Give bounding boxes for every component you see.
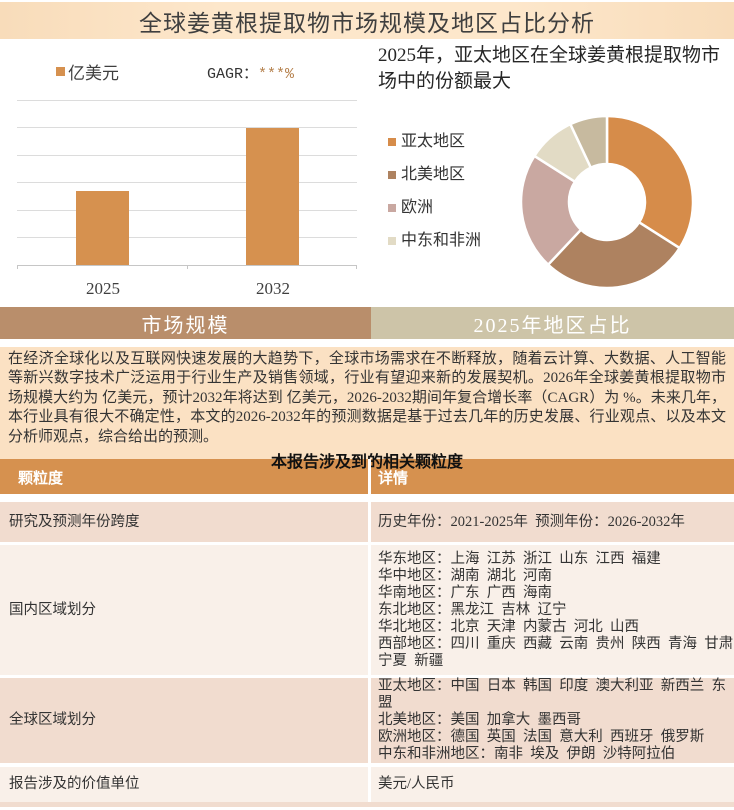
legend-item-north-america: 北美地区: [388, 166, 496, 184]
table-header-row: 颗粒度 详情: [0, 459, 734, 494]
table-title: 本报告涉及到的相关颗粒度: [270, 454, 463, 472]
donut-slice: [605, 114, 695, 250]
tab-market-size[interactable]: 市场规模: [0, 307, 371, 339]
legend-swatch-icon: [388, 204, 396, 212]
charts-section: 亿美元 GAGR：***% 2025 2032 2025年，亚太地区在全球姜黄根…: [0, 39, 734, 307]
cell-detail: 历史年份：2021-2025年 预测年份：2026-2032年: [378, 513, 685, 530]
gridline: [17, 210, 357, 211]
header-detail: 详情: [368, 459, 734, 494]
donut-chart-panel: 2025年，亚太地区在全球姜黄根提取物市场中的份额最大 亚太地区 北美地区 欧洲…: [370, 39, 734, 307]
donut-chart-title: 2025年，亚太地区在全球姜黄根提取物市场中的份额最大: [378, 45, 721, 92]
legend-swatch-icon: [388, 171, 396, 179]
cell-detail: 美元/人民币: [378, 776, 455, 792]
legend-swatch-icon: [388, 138, 396, 146]
legend-label: 亚太地区: [401, 133, 466, 150]
donut-slice: [546, 221, 681, 290]
table-row: 报告涉及的价值单位 美元/人民币: [0, 767, 734, 802]
title-bar: 全球姜黄根提取物市场规模及地区占比分析: [0, 2, 734, 39]
x-axis-tick: [17, 265, 18, 269]
cagr-annotation: GAGR：***%: [207, 62, 294, 83]
gridline: [17, 100, 357, 101]
x-axis-tick: [356, 265, 357, 269]
donut-slice: [519, 154, 583, 266]
gridline: [17, 127, 357, 128]
bar-chart: 亿美元 GAGR：***% 2025 2032: [0, 39, 370, 307]
cagr-masked-value: ***%: [258, 66, 295, 83]
cell-granularity: 报告涉及的价值单位: [9, 776, 140, 792]
legend-swatch-icon: [388, 237, 396, 245]
gridline: [17, 237, 357, 238]
legend-label: 中东和非洲: [401, 232, 482, 249]
legend-label: 欧洲: [401, 199, 434, 216]
x-axis-tick: [187, 265, 188, 269]
cell-granularity: 研究及预测年份跨度: [9, 513, 140, 530]
x-label-2032: 2032: [256, 279, 290, 298]
report-paragraph: 在经济全球化以及互联网快速发展的大趋势下，全球市场需求在不断释放，随着云计算、大…: [8, 351, 726, 445]
legend-item-mea: 中东和非洲: [388, 232, 496, 250]
table-row: 研究及预测年份跨度 历史年份：2021-2025年 预测年份：2026-2032…: [0, 502, 734, 542]
tab-regional-share[interactable]: 2025年地区占比: [371, 307, 734, 339]
report-summary-block: 在经济全球化以及互联网快速发展的大趋势下，全球市场需求在不断释放，随着云计算、大…: [0, 347, 734, 471]
bar-2025: [76, 191, 129, 265]
x-label-2025: 2025: [86, 279, 120, 298]
bar-legend: 亿美元: [56, 59, 119, 84]
legend-label: 北美地区: [401, 166, 466, 183]
next-row-peek: [0, 802, 734, 807]
bar-2032: [246, 128, 299, 265]
cell-granularity: 国内区域划分: [9, 601, 96, 618]
legend-item-apac: 亚太地区: [388, 133, 496, 151]
legend-swatch-icon: [56, 67, 65, 76]
legend-item-europe: 欧洲: [388, 199, 496, 217]
section-tabs: 市场规模 2025年地区占比: [0, 307, 734, 339]
bar-legend-label: 亿美元: [68, 64, 119, 83]
page-title: 全球姜黄根提取物市场规模及地区占比分析: [139, 10, 595, 36]
donut-chart: [519, 114, 695, 290]
report-section: 在经济全球化以及互联网快速发展的大趋势下，全球市场需求在不断释放，随着云计算、大…: [0, 339, 734, 810]
granularity-table: 颗粒度 详情 研究及预测年份跨度 历史年份：2021-2025年 预测年份：20…: [0, 459, 734, 807]
gridline: [17, 182, 357, 183]
gridline: [17, 155, 357, 156]
donut-slice: [569, 114, 609, 169]
cell-detail: 华东地区：上海 江苏 浙江 山东 江西 福建 华中地区：湖南 湖北 河南 华南地…: [378, 550, 734, 669]
table-row: 国内区域划分 华东地区：上海 江苏 浙江 山东 江西 福建 华中地区：湖南 湖北…: [0, 545, 734, 675]
cell-detail: 亚太地区：中国 日本 韩国 印度 澳大利亚 新西兰 东盟 北美地区：美国 加拿大…: [378, 678, 726, 762]
header-granularity: 颗粒度: [18, 470, 64, 487]
cagr-prefix: GAGR：: [207, 66, 259, 83]
table-row: 全球区域划分 亚太地区：中国 日本 韩国 印度 澳大利亚 新西兰 东盟 北美地区…: [0, 678, 734, 763]
cell-granularity: 全球区域划分: [9, 712, 96, 728]
donut-legend: 亚太地区 北美地区 欧洲 中东和非洲: [388, 133, 496, 265]
